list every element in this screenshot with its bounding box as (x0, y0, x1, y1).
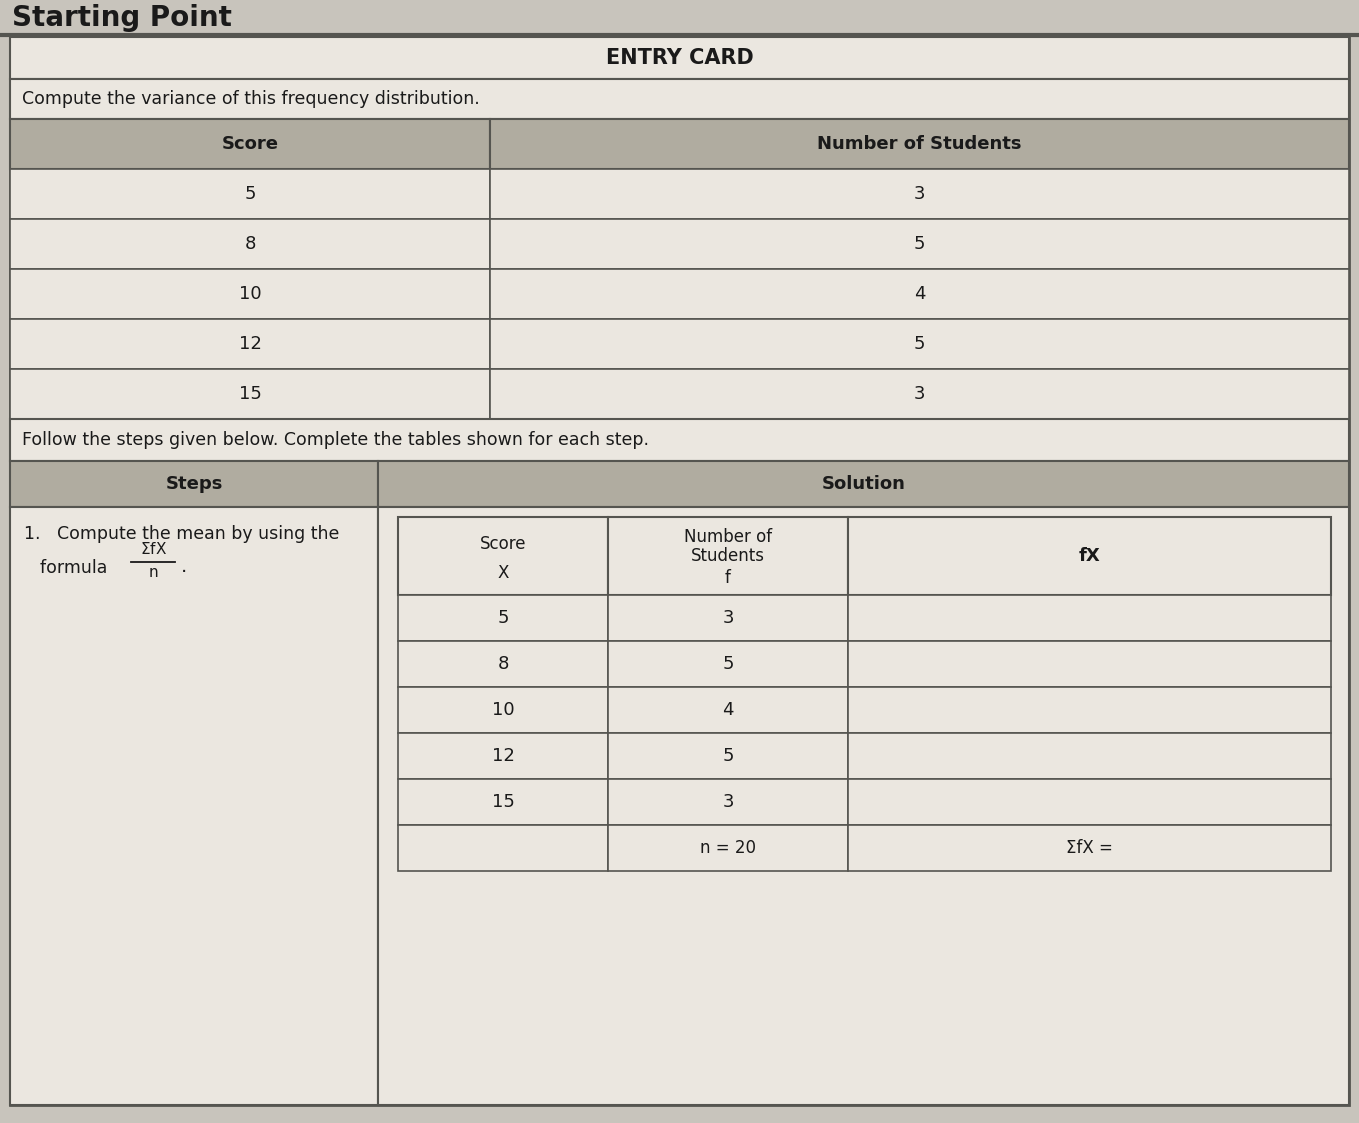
Text: Score: Score (480, 536, 526, 554)
Text: 15: 15 (492, 793, 515, 811)
Bar (10, 270, 491, 319)
Bar (491, 369, 1349, 419)
Text: 10: 10 (492, 701, 514, 719)
Text: Solution: Solution (822, 475, 905, 493)
Bar (10, 79, 1349, 119)
Text: 12: 12 (492, 747, 515, 765)
Bar (848, 517, 1330, 595)
Bar (491, 319, 1349, 369)
Bar (848, 733, 1330, 779)
Bar (10, 506, 378, 1105)
Text: 5: 5 (722, 747, 734, 765)
Text: 12: 12 (239, 335, 261, 353)
Bar (398, 687, 607, 733)
Bar (607, 595, 848, 641)
Text: n = 20: n = 20 (700, 839, 756, 857)
Text: Starting Point: Starting Point (12, 4, 232, 31)
Text: ENTRY CARD: ENTRY CARD (606, 48, 753, 69)
Text: 4: 4 (913, 285, 925, 303)
Bar (848, 641, 1330, 687)
Bar (398, 517, 607, 595)
Bar (607, 825, 848, 871)
Text: Steps: Steps (166, 475, 223, 493)
Bar (848, 779, 1330, 825)
Text: Score: Score (222, 135, 279, 153)
Bar (607, 687, 848, 733)
Bar (848, 825, 1330, 871)
Text: f: f (726, 569, 731, 587)
Text: 1.   Compute the mean by using the: 1. Compute the mean by using the (24, 524, 340, 544)
Bar (398, 733, 607, 779)
Bar (491, 168, 1349, 219)
Text: formula: formula (39, 559, 113, 577)
Text: 8: 8 (497, 655, 508, 673)
Bar (398, 779, 607, 825)
Text: $\Sigma$fX: $\Sigma$fX (140, 541, 167, 557)
Bar (10, 369, 491, 419)
Bar (607, 517, 848, 595)
Bar (10, 219, 491, 270)
Bar (607, 641, 848, 687)
Text: X: X (497, 564, 508, 582)
Bar (10, 119, 491, 168)
Text: ΣfX =: ΣfX = (1065, 839, 1113, 857)
Bar (607, 779, 848, 825)
Bar (848, 595, 1330, 641)
Text: 3: 3 (722, 793, 734, 811)
Text: 3: 3 (913, 185, 925, 203)
Bar (398, 641, 607, 687)
Text: Number of Students: Number of Students (817, 135, 1022, 153)
Bar (491, 219, 1349, 270)
Text: 3: 3 (722, 609, 734, 627)
Bar (10, 37, 1349, 79)
Text: 15: 15 (239, 385, 261, 403)
Bar (10, 168, 491, 219)
Text: .: . (181, 557, 188, 575)
Text: 8: 8 (245, 235, 255, 253)
Text: 5: 5 (245, 185, 255, 203)
Bar (398, 825, 607, 871)
Text: Number of: Number of (684, 528, 772, 546)
Text: 3: 3 (913, 385, 925, 403)
Text: 4: 4 (722, 701, 734, 719)
Bar (491, 119, 1349, 168)
Text: 5: 5 (913, 235, 925, 253)
Text: Follow the steps given below. Complete the tables shown for each step.: Follow the steps given below. Complete t… (22, 431, 650, 449)
Bar (607, 733, 848, 779)
Bar (10, 419, 1349, 462)
Bar (378, 462, 1349, 506)
Text: 5: 5 (722, 655, 734, 673)
Text: fX: fX (1079, 547, 1101, 565)
Bar (378, 506, 1349, 1105)
Text: 5: 5 (497, 609, 508, 627)
Bar (491, 270, 1349, 319)
Text: 5: 5 (913, 335, 925, 353)
Text: n: n (148, 565, 158, 579)
Bar (398, 595, 607, 641)
Bar (10, 319, 491, 369)
Text: Compute the variance of this frequency distribution.: Compute the variance of this frequency d… (22, 90, 480, 108)
Bar (10, 462, 378, 506)
Text: 10: 10 (239, 285, 261, 303)
Text: Students: Students (690, 547, 765, 565)
Bar (848, 687, 1330, 733)
